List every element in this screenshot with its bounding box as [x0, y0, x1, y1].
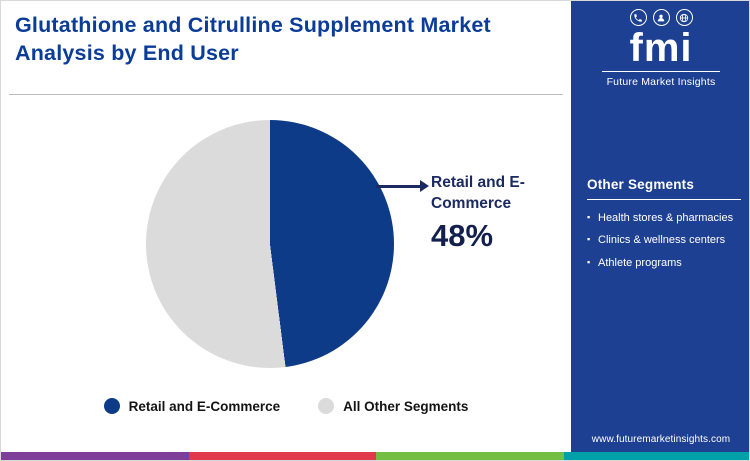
callout-arrow-icon	[420, 180, 429, 192]
stripe-segment	[563, 452, 749, 460]
stripe-segment	[188, 452, 376, 460]
legend-swatch	[103, 398, 120, 414]
segment-item: Health stores & pharmacies	[587, 211, 741, 226]
sidebar: fmi Future Market Insights Other Segment…	[571, 1, 749, 454]
stripe-segment	[376, 452, 564, 460]
callout-arrow-line	[376, 185, 421, 188]
stripe-segment	[1, 452, 189, 460]
legend-swatch	[318, 398, 335, 414]
segment-item: Clinics & wellness centers	[587, 233, 741, 248]
person-icon	[652, 9, 670, 26]
phone-icon	[629, 9, 647, 26]
website-url[interactable]: www.futuremarketinsights.com	[591, 434, 731, 445]
logo-tagline: Future Market Insights	[606, 76, 716, 88]
legend-item: Retail and E-Commerce	[103, 398, 281, 414]
page-title: Glutathione and Citrulline Supplement Ma…	[15, 13, 491, 66]
logo-divider	[602, 71, 720, 72]
callout-label: Retail and E-Commerce	[431, 174, 525, 212]
chart-legend: Retail and E-Commerce All Other Segments	[1, 398, 571, 414]
logo-icons	[571, 9, 749, 26]
other-segments-section: Other Segments Health stores & pharmacie…	[587, 177, 741, 278]
segment-list: Health stores & pharmacies Clinics & wel…	[587, 211, 741, 271]
header-divider	[9, 94, 563, 95]
fmi-logo: fmi Future Market Insights	[571, 9, 749, 88]
callout-value: 48%	[431, 217, 494, 253]
globe-icon	[675, 9, 693, 26]
legend-item: All Other Segments	[318, 398, 468, 414]
pie-chart	[146, 120, 394, 368]
legend-label: Retail and E-Commerce	[128, 398, 281, 414]
legend-label: All Other Segments	[343, 398, 469, 414]
pie-callout: Retail and E-Commerce 48%	[431, 173, 549, 254]
segment-item: Athlete programs	[587, 256, 741, 271]
other-segments-heading: Other Segments	[587, 177, 741, 200]
logo-wordmark: fmi	[629, 26, 693, 70]
footer-stripe	[1, 452, 749, 460]
